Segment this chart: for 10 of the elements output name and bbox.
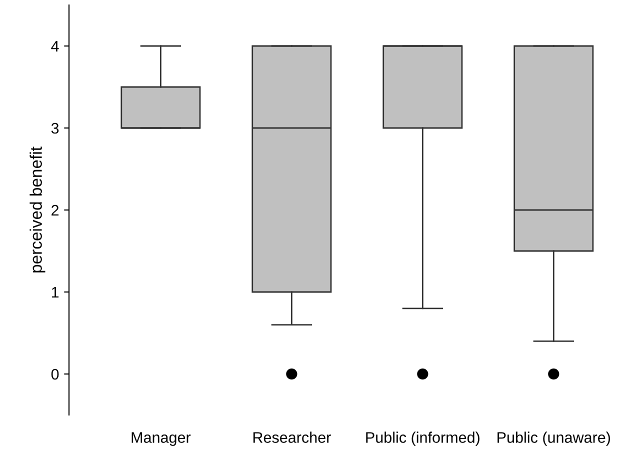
x-tick-label: Manager [132, 432, 191, 446]
y-axis-title: perceived benefit [30, 146, 46, 272]
y-tick-label: 3 [51, 122, 59, 134]
y-tick-label: 1 [52, 287, 59, 298]
x-tick-label: Researcher [253, 432, 331, 443]
x-tick-label: Public (informed) [366, 432, 480, 446]
y-tick-label: 2 [52, 204, 59, 216]
y-tick-label: 4 [51, 41, 59, 52]
y-tick-label: 0 [51, 368, 59, 380]
x-tick-label: Public (unaware) [498, 432, 610, 446]
